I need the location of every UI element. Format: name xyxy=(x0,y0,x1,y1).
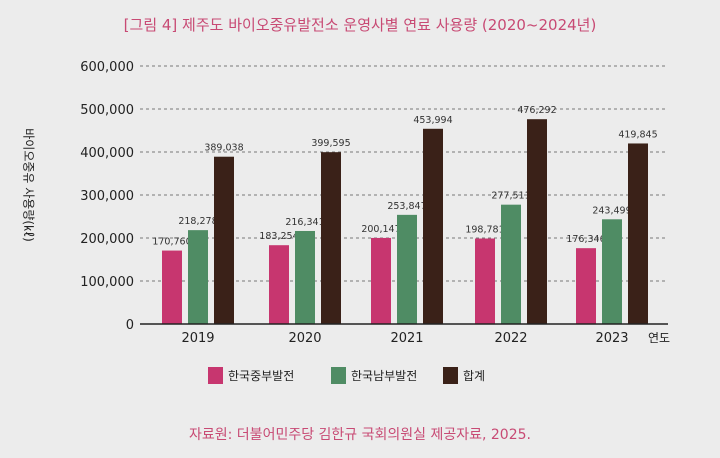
legend-item: 한국남부발전 xyxy=(331,367,417,384)
y-tick-label: 400,000 xyxy=(80,146,134,161)
data-label: 216,341 xyxy=(285,217,324,228)
data-label: 200,147 xyxy=(361,224,400,235)
data-label: 176,346 xyxy=(566,234,605,245)
x-tick-label: 2020 xyxy=(288,331,321,346)
legend-label: 한국남부발전 xyxy=(351,369,418,383)
bar-2023-3 xyxy=(628,143,648,324)
bar-2019-2 xyxy=(188,230,208,324)
data-label: 389,038 xyxy=(204,143,243,154)
bar-2019-3 xyxy=(214,156,234,324)
data-label: 218,278 xyxy=(178,216,217,227)
data-label: 277,511 xyxy=(491,191,530,202)
legend-label: 한국중부발전 xyxy=(228,369,295,383)
data-label: 399,595 xyxy=(311,138,350,149)
y-tick-label: 100,000 xyxy=(80,275,134,290)
y-tick-label: 200,000 xyxy=(80,232,134,247)
x-tick-label: 2022 xyxy=(494,331,527,346)
legend-item: 한국중부발전 xyxy=(208,367,294,384)
bar-2023-1 xyxy=(576,248,596,324)
bar-2021-1 xyxy=(371,237,391,324)
x-tick-label: 2019 xyxy=(181,331,214,346)
legend-swatch xyxy=(208,367,223,384)
legend-swatch xyxy=(443,367,458,384)
data-label: 183,254 xyxy=(259,231,298,242)
x-tick-label: 2021 xyxy=(390,331,423,346)
data-label: 170,760 xyxy=(152,237,191,248)
data-label: 453,994 xyxy=(413,115,452,126)
bar-2019-1 xyxy=(162,250,182,324)
source-note: 자료원: 더불어민주당 김한규 국회의원실 제공자료, 2025. xyxy=(189,427,531,443)
data-label: 419,845 xyxy=(618,129,657,140)
bar-2021-3 xyxy=(423,128,443,324)
data-label: 243,499 xyxy=(592,205,631,216)
legend-swatch xyxy=(331,367,346,384)
bar-2020-3 xyxy=(321,152,341,324)
legend: 한국중부발전 한국남부발전 합계 xyxy=(0,367,720,387)
chart-title: [그림 4] 제주도 바이오중유발전소 운영사별 연료 사용량 (2020~20… xyxy=(123,16,597,34)
data-label: 253,847 xyxy=(387,201,426,212)
bar-2023-2 xyxy=(602,219,622,324)
x-tick-label: 2023 xyxy=(595,331,628,346)
bar-2022-2 xyxy=(501,204,521,324)
bar-2020-1 xyxy=(269,245,289,324)
bar-2022-3 xyxy=(527,119,547,324)
y-tick-label: 500,000 xyxy=(80,103,134,118)
bar-2020-2 xyxy=(295,230,315,324)
y-tick-label: 300,000 xyxy=(80,189,134,204)
bar-2022-1 xyxy=(475,238,495,324)
y-tick-label: 0 xyxy=(126,318,134,333)
y-tick-label: 600,000 xyxy=(80,60,134,75)
legend-item: 합계 xyxy=(443,367,485,384)
x-axis-label: 연도 xyxy=(648,331,670,345)
data-label: 198,781 xyxy=(465,225,504,236)
legend-label: 합계 xyxy=(463,369,486,383)
data-label: 476,292 xyxy=(517,105,556,116)
bar-2021-2 xyxy=(397,214,417,324)
